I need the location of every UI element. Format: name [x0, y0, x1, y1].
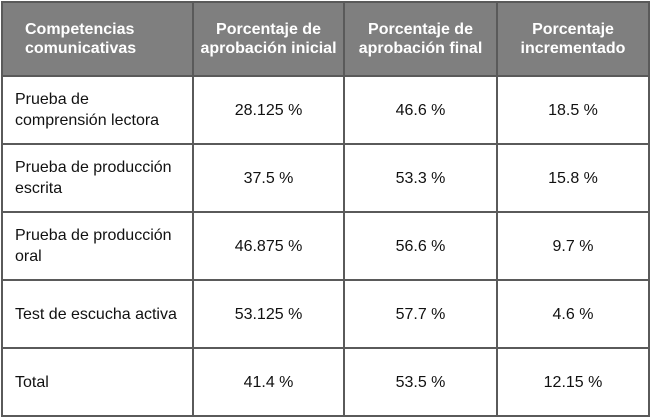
value-cell: 12.15 %	[496, 347, 650, 417]
row-label: Prueba de comprensión lectora	[1, 75, 194, 145]
header-cell: Competencias comunicativas	[1, 1, 194, 77]
header-row: Competencias comunicativas Porcentaje de …	[1, 1, 650, 77]
header-cell: Porcentaje de aprobación inicial	[192, 1, 345, 77]
value-cell: 41.4 %	[192, 347, 345, 417]
value-cell: 53.125 %	[192, 279, 345, 349]
header-cell: Porcentaje incrementado	[496, 1, 650, 77]
value-cell: 18.5 %	[496, 75, 650, 145]
value-cell: 46.875 %	[192, 211, 345, 281]
row-label: Prueba de producción oral	[1, 211, 194, 281]
header-cell: Porcentaje de aprobación final	[343, 1, 498, 77]
value-cell: 53.5 %	[343, 347, 498, 417]
table-row: Prueba de comprensión lectora 28.125 % 46.…	[1, 75, 650, 145]
row-label: Test de escucha activa	[1, 279, 194, 349]
value-cell: 57.7 %	[343, 279, 498, 349]
value-cell: 46.6 %	[343, 75, 498, 145]
table-row: Prueba de producción oral 46.875 % 56.6 % 9…	[1, 211, 650, 281]
value-cell: 9.7 %	[496, 211, 650, 281]
table-row: Test de escucha activa 53.125 % 57.7 % 4.6 …	[1, 279, 650, 349]
value-cell: 53.3 %	[343, 143, 498, 213]
table-row: Total 41.4 % 53.5 % 12.15 %	[1, 347, 650, 417]
value-cell: 28.125 %	[192, 75, 345, 145]
row-label: Prueba de producción escrita	[1, 143, 194, 213]
value-cell: 4.6 %	[496, 279, 650, 349]
value-cell: 56.6 %	[343, 211, 498, 281]
value-cell: 37.5 %	[192, 143, 345, 213]
table-body: Prueba de comprensión lectora 28.125 % 46.…	[1, 75, 650, 417]
value-cell: 15.8 %	[496, 143, 650, 213]
table-row: Prueba de producción escrita 37.5 % 53.3 %…	[1, 143, 650, 213]
row-label: Total	[1, 347, 194, 417]
